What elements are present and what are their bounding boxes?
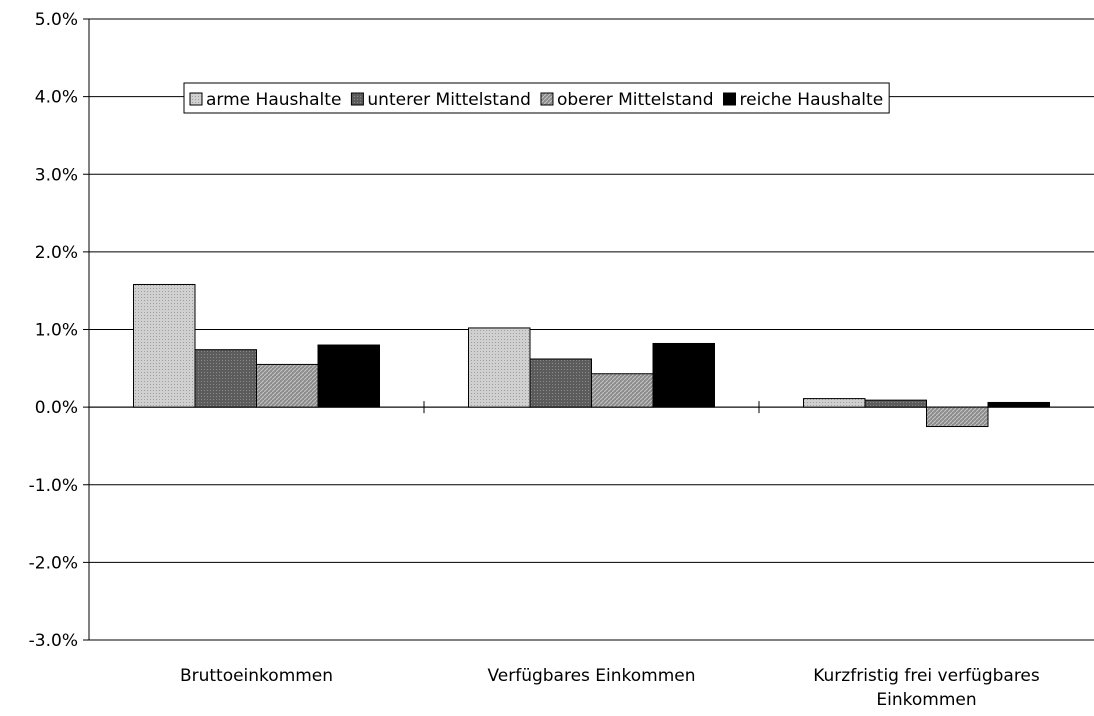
y-tick-label: -1.0% [29,476,78,496]
bars [133,283,1050,428]
axis-labels: 5.0% 4.0% 3.0% 2.0% 1.0% 0.0% -1.0% -2.0% -3.0% B… [29,10,1040,710]
legend: arme Haushalte unterer Mittelstand oberer … [183,82,890,114]
x-category-label: Verfügbares Einkommen [487,666,695,686]
legend-label: reiche Haushalte [740,90,884,110]
y-tick-label: -3.0% [29,631,78,651]
legend-label: arme Haushalte [206,90,341,110]
legend-swatch [350,92,364,106]
x-category-label: Bruttoeinkommen [180,666,333,686]
legend-swatch [723,92,736,106]
legend-label: unterer Mittelstand [367,90,531,110]
y-tick-label: 1.0% [35,321,78,341]
bar-reiche-haushalte [652,342,715,408]
bar-oberer-mittelstand [256,363,319,408]
bar-reiche-haushalte [987,401,1050,408]
bar-unterer-mittelstand [529,358,592,408]
y-tick-label: -2.0% [29,553,78,573]
bar-arme-haushalte [133,283,196,408]
y-tick-label: 0.0% [35,398,78,418]
bar-oberer-mittelstand [926,406,989,428]
bar-reiche-haushalte [317,344,380,408]
y-tick-label: 4.0% [35,88,78,108]
x-category-label: Einkommen [876,690,976,710]
legend-label: oberer Mittelstand [557,90,714,110]
legend-swatch [189,92,203,106]
y-tick-label: 2.0% [35,243,78,263]
x-category-label: Kurzfristig frei verfügbares [813,666,1040,686]
bar-unterer-mittelstand [864,399,927,408]
bar-arme-haushalte [468,327,531,408]
y-tick-label: 3.0% [35,165,78,185]
bar-unterer-mittelstand [194,349,257,408]
legend-swatch [540,92,554,106]
y-tick-label: 5.0% [35,10,78,30]
bar-arme-haushalte [803,398,866,408]
legend-box [183,82,890,114]
bar-oberer-mittelstand [591,373,654,408]
